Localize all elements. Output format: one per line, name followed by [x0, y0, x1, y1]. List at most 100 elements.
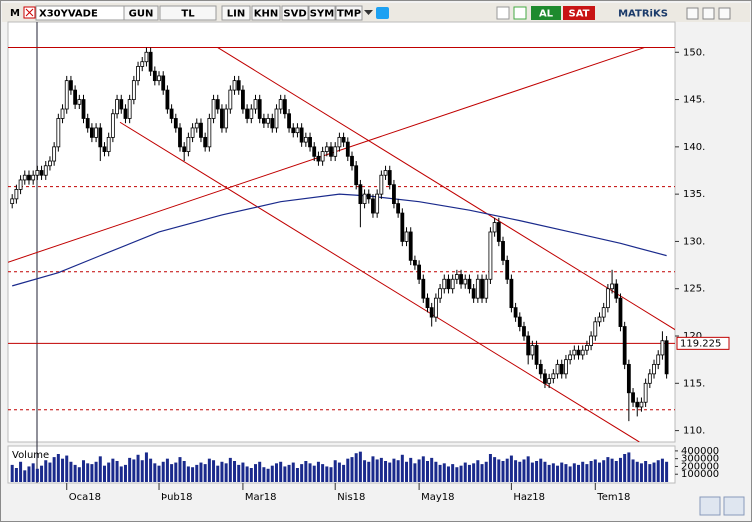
volume-bar [233, 461, 237, 482]
candle-body [102, 146, 107, 152]
candle-body [375, 193, 380, 214]
candle-body [178, 127, 182, 148]
toolbar-button[interactable] [281, 5, 309, 21]
volume-bar [434, 461, 438, 482]
volume-bar [388, 462, 392, 482]
volume-bar [73, 464, 77, 482]
trend-line [8, 47, 645, 263]
candle-body [190, 127, 195, 138]
logo: M [10, 8, 20, 19]
twitter-icon[interactable] [376, 7, 389, 19]
volume-bar [392, 458, 396, 482]
volume-bar [509, 455, 513, 482]
toolbar-button[interactable] [123, 5, 159, 21]
y-tick-label: 125. [683, 284, 705, 295]
volume-bar [274, 463, 278, 482]
candle-body [10, 198, 15, 204]
volume-label: Volume [12, 450, 49, 461]
volume-bar [174, 462, 178, 482]
volume-bar [287, 464, 291, 482]
volume-bar [442, 463, 446, 482]
toolbar-button[interactable] [335, 5, 363, 21]
volume-bar [581, 461, 585, 482]
volume-bar [476, 460, 480, 482]
volume-bar [375, 459, 379, 482]
candle-body [261, 118, 266, 124]
volume-bar [14, 468, 18, 482]
candle-body [454, 274, 459, 280]
settings-icon[interactable] [723, 496, 745, 516]
candle-body [303, 136, 308, 143]
candle-body [538, 363, 543, 375]
candle-body [266, 118, 270, 124]
candle-body [232, 80, 237, 91]
candle-body [199, 122, 203, 138]
buy-button[interactable] [531, 6, 561, 20]
candle-body [194, 122, 199, 129]
volume-bar [270, 465, 274, 482]
dropdown[interactable] [364, 10, 373, 15]
candle-body [576, 349, 581, 356]
sync-icon[interactable] [699, 496, 721, 516]
candle-body [35, 170, 40, 176]
moving-average [12, 193, 667, 287]
volume-bar [644, 461, 648, 482]
maximize[interactable] [702, 7, 715, 20]
volume-bar [111, 458, 115, 482]
candle-body [220, 108, 224, 129]
tool-icon[interactable] [496, 6, 510, 20]
volume-bar [304, 461, 308, 482]
y-tick-label: 140. [683, 142, 705, 153]
candle-body [85, 118, 90, 129]
candle-body [555, 363, 560, 375]
volume-bar [480, 464, 484, 482]
volume-bar [52, 457, 56, 482]
candle-body [509, 278, 514, 309]
candle-body [664, 340, 669, 375]
candle-body [60, 108, 65, 119]
x-tick-label: Mar18 [245, 492, 277, 503]
candle-body [421, 278, 426, 299]
toolbar-button[interactable] [221, 5, 251, 21]
close[interactable] [718, 7, 731, 20]
volume-bar [610, 458, 614, 482]
volume-bar [161, 461, 165, 482]
candle-body [605, 288, 610, 309]
candle-body [89, 127, 94, 138]
toolbar-button[interactable] [159, 5, 217, 21]
price-plot [8, 47, 675, 442]
volume-bar [421, 456, 425, 482]
volume-bar [254, 464, 258, 482]
volume-bar [69, 461, 73, 482]
refresh-icon[interactable] [513, 6, 527, 20]
candle-body [471, 288, 476, 299]
volume-bar [300, 464, 304, 482]
volume-bar [10, 464, 14, 482]
candle-body [14, 189, 19, 200]
volume-bar [484, 461, 488, 482]
toolbar-button[interactable] [251, 5, 281, 21]
volume-bar [258, 461, 262, 482]
candle-body [211, 99, 216, 119]
sell-button[interactable] [563, 6, 595, 20]
volume-bar [446, 466, 450, 482]
volume-bar [560, 462, 564, 482]
volume-bar [245, 466, 249, 482]
candle-body [140, 61, 145, 67]
candle-body [526, 335, 531, 356]
x-tick-label: Nis18 [337, 492, 365, 503]
volume-bar [94, 461, 98, 482]
volume-bar [333, 460, 337, 482]
candle-body [173, 118, 178, 129]
candle-body [144, 51, 149, 63]
toolbar-button[interactable] [308, 5, 336, 21]
candle-body [522, 326, 526, 337]
candle-body [224, 108, 229, 129]
volume-bar [660, 458, 664, 482]
symbol: X30YVADE [39, 9, 98, 20]
candle-body [580, 349, 585, 356]
candle-body [337, 136, 342, 148]
minimize[interactable] [686, 7, 699, 20]
volume-tick-label: 300000 [681, 454, 719, 465]
volume-bar [400, 454, 404, 482]
